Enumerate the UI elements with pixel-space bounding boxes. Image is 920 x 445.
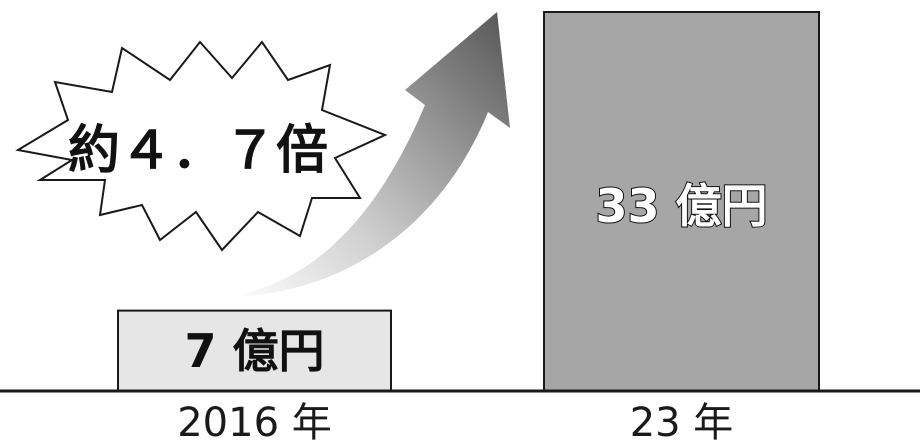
starburst-callout <box>15 40 388 252</box>
bar-23 <box>543 11 820 392</box>
category-label-2016: 2016 年 <box>177 400 332 445</box>
category-label-23: 23 年 <box>630 400 734 445</box>
growth-arrow-icon <box>228 12 510 297</box>
bar-2016 <box>117 309 392 392</box>
burst-annotation: 約４．７倍 <box>68 121 328 181</box>
bar-value-label-2016: 7 億円 <box>184 324 324 378</box>
bar-value-label-23: 33 億円 <box>595 179 767 233</box>
